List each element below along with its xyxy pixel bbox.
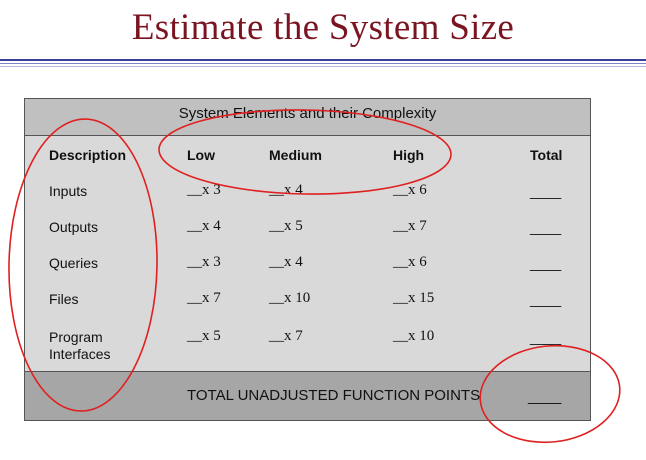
total-function-points-label: TOTAL UNADJUSTED FUNCTION POINTS — [187, 387, 481, 404]
row-low-weight: __x 3 — [187, 182, 221, 198]
slide-title: Estimate the System Size — [131, 7, 515, 48]
row-total-blank: ____ — [530, 329, 562, 345]
complexity-headers-circle — [158, 109, 452, 195]
row-total-blank: ____ — [530, 183, 562, 199]
table-caption: System Elements and their Complexity — [178, 105, 437, 122]
row-high-weight: __x 10 — [393, 328, 435, 344]
row-high-weight: __x 15 — [393, 290, 435, 306]
header-description: Description — [49, 147, 127, 163]
row-low-weight: __x 5 — [187, 328, 221, 344]
row-medium-weight: __x 5 — [269, 218, 303, 234]
row-description: Files — [49, 291, 79, 307]
description-column-circle — [8, 118, 158, 412]
complexity-table: System Elements and their Complexity Des… — [24, 98, 591, 421]
header-high: High — [393, 147, 425, 163]
header-medium: Medium — [269, 147, 322, 163]
title-underline-faint — [0, 66, 646, 67]
title-underline — [0, 59, 646, 61]
row-description: Program Interfaces — [49, 329, 111, 362]
row-total-blank: ____ — [530, 291, 562, 307]
row-medium-weight: __x 4 — [269, 254, 303, 270]
total-function-points-blank: ____ — [528, 388, 562, 405]
row-low-weight: __x 4 — [187, 218, 221, 234]
header-total: Total — [530, 147, 563, 163]
table-caption-band: System Elements and their Complexity — [25, 99, 590, 136]
row-high-weight: __x 6 — [393, 254, 427, 270]
row-total-blank: ____ — [530, 219, 562, 235]
row-low-weight: __x 3 — [187, 254, 221, 270]
row-description: Outputs — [49, 219, 99, 235]
row-low-weight: __x 7 — [187, 290, 221, 306]
row-description: Queries — [49, 255, 99, 271]
row-total-blank: ____ — [530, 255, 562, 271]
total-cell-circle — [479, 344, 621, 444]
title-underline-thin — [0, 63, 646, 64]
row-description: Inputs — [49, 183, 88, 199]
table-footer-band: TOTAL UNADJUSTED FUNCTION POINTS ____ — [25, 371, 590, 420]
header-low: Low — [187, 147, 215, 163]
row-medium-weight: __x 7 — [269, 328, 303, 344]
row-high-weight: __x 7 — [393, 218, 427, 234]
row-high-weight: __x 6 — [393, 182, 427, 198]
row-medium-weight: __x 10 — [269, 290, 311, 306]
